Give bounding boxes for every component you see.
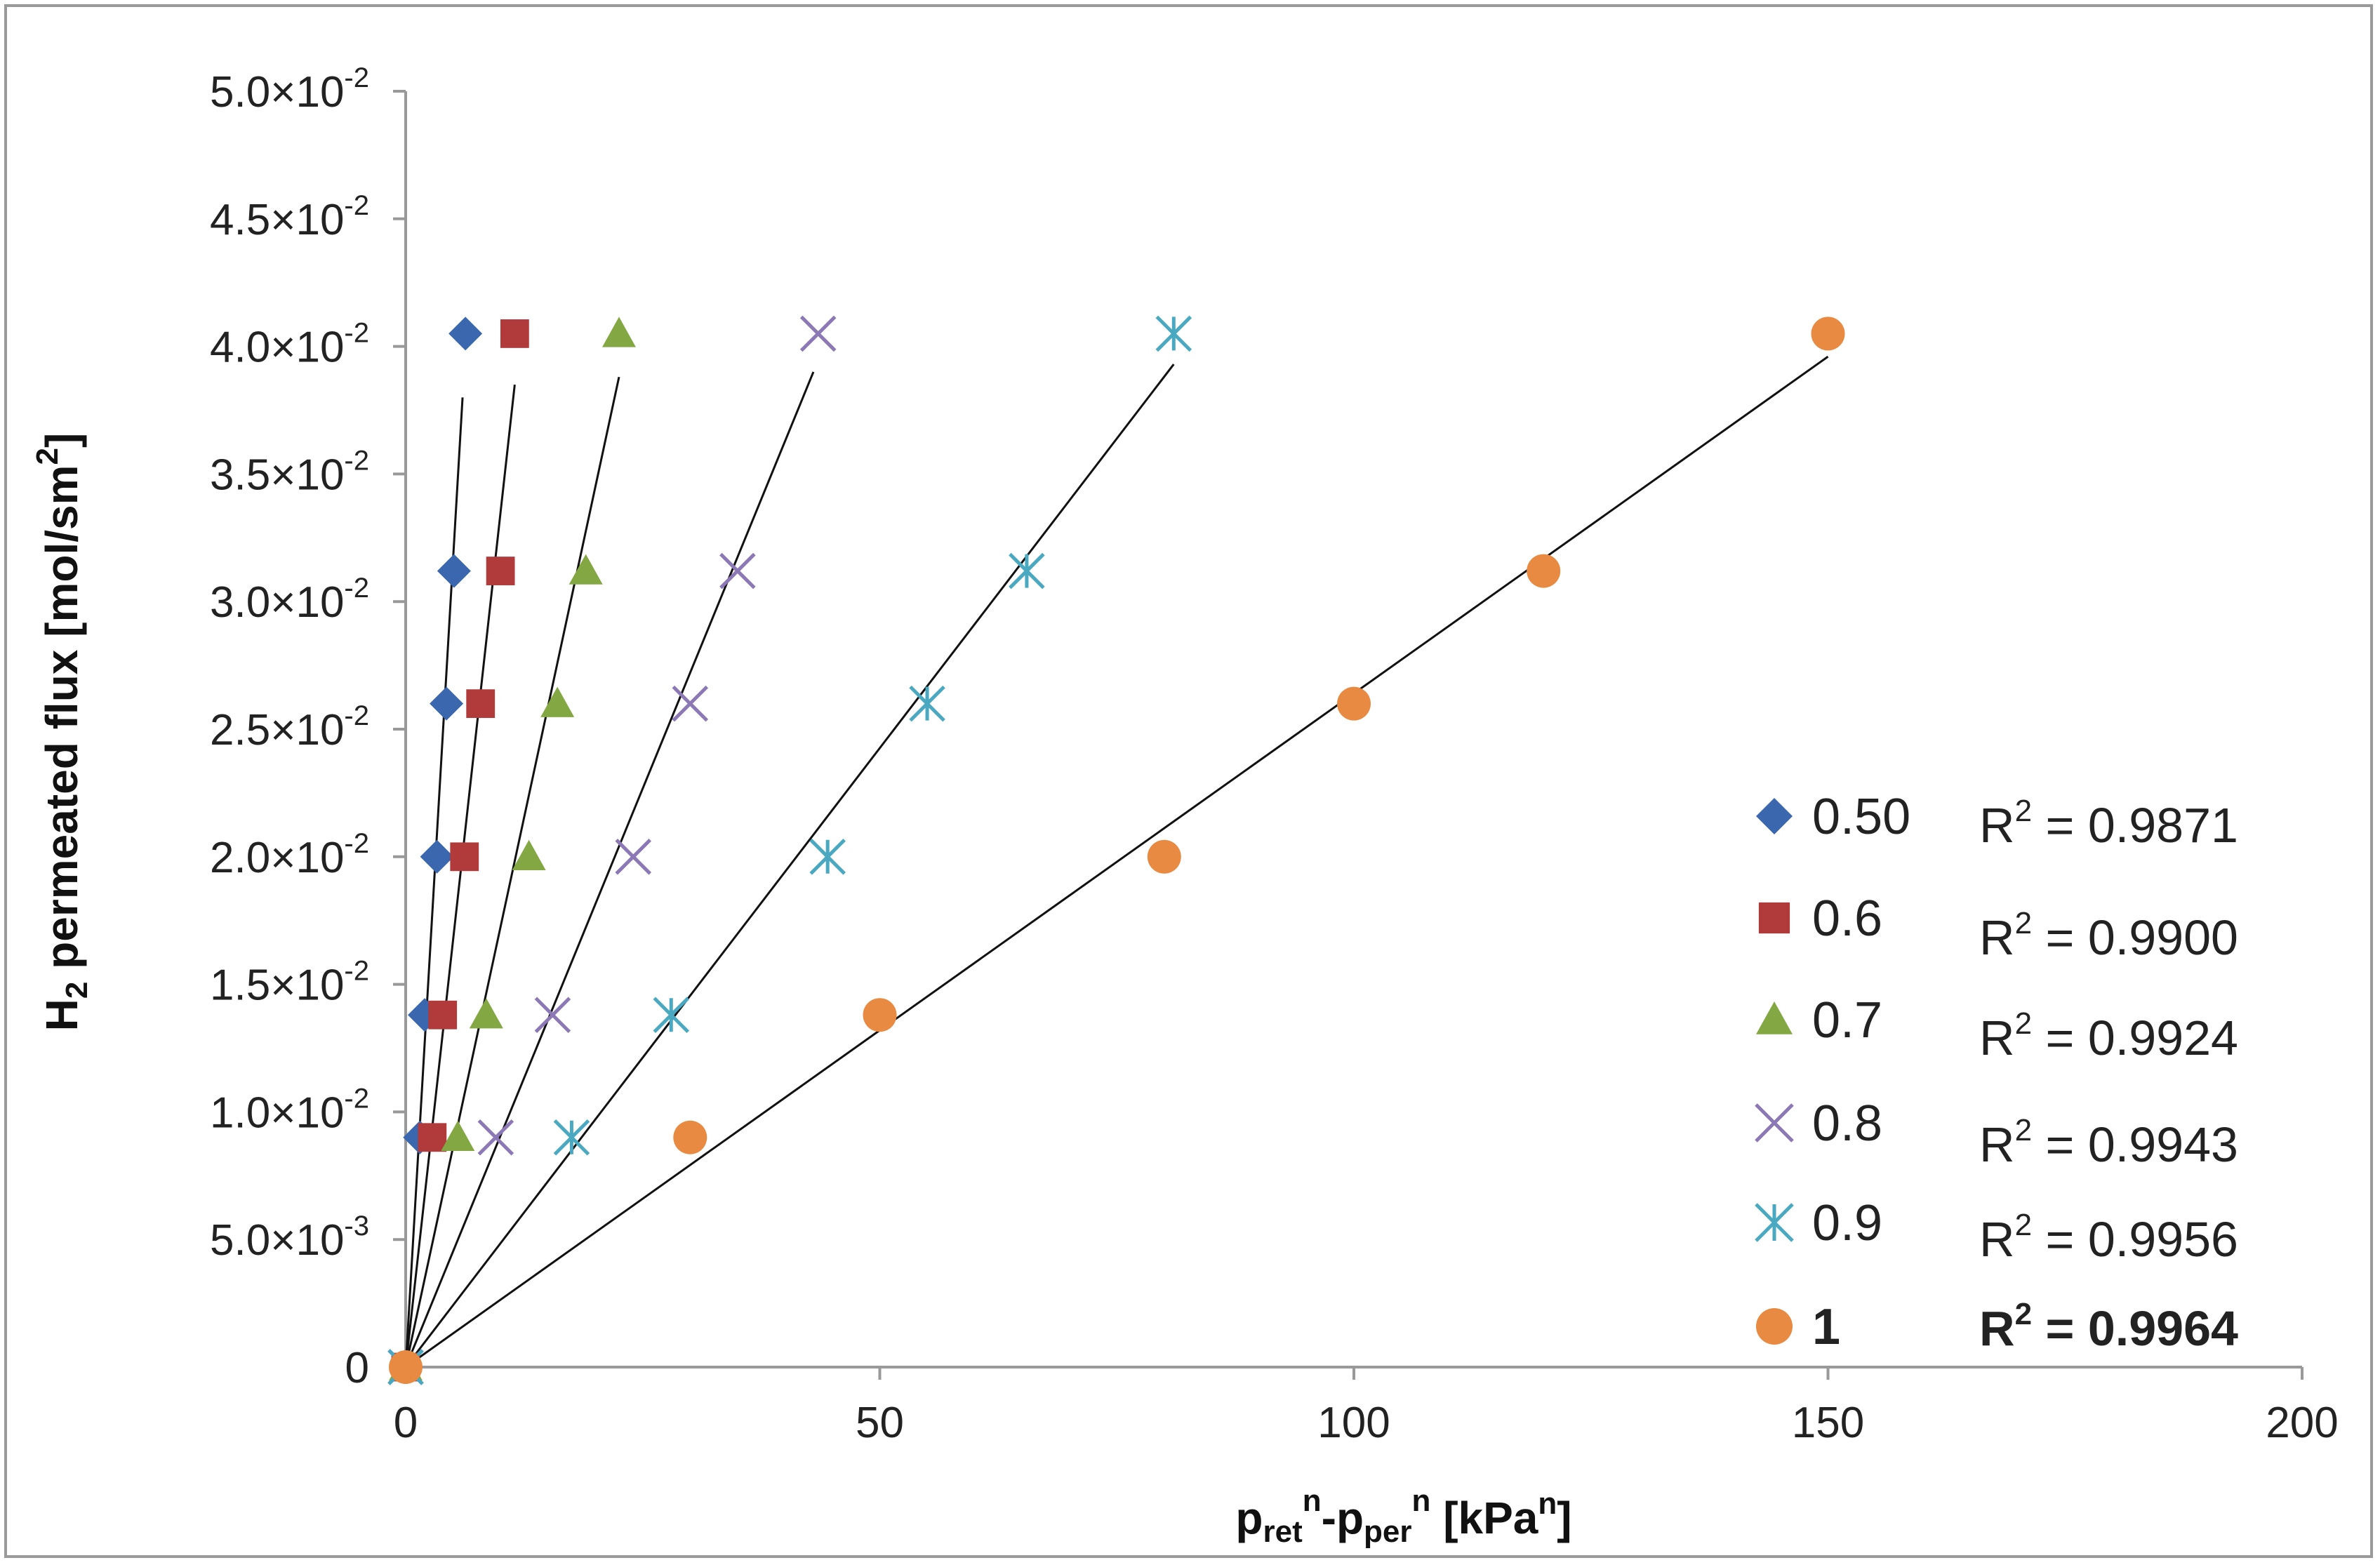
point-0.7 (540, 686, 575, 717)
point-0.8 (534, 997, 571, 1033)
point-0.9 (809, 839, 846, 875)
point-0.8 (799, 315, 837, 352)
point-0.50 (448, 317, 483, 351)
chart-frame (4, 4, 2373, 1558)
point-0.9 (553, 1119, 590, 1156)
legend-label-0.9: 0.9 (1812, 1195, 1882, 1251)
legend-label-0.7: 0.7 (1812, 992, 1882, 1048)
y-tick-label: 2.5×10-2 (210, 700, 369, 754)
legend-marker-1 (1756, 1308, 1793, 1345)
point-0.7 (601, 317, 636, 347)
y-tick-label: 2.0×10-2 (210, 828, 369, 882)
fit-line-0.6 (404, 384, 516, 1368)
axes (393, 90, 2303, 1380)
legend-marker-0.50 (1756, 798, 1793, 834)
point-0.8 (672, 685, 709, 722)
point-0.6 (450, 842, 479, 872)
y-tick-label: 1.0×10-2 (210, 1083, 369, 1137)
fit-line-0.9 (404, 364, 1175, 1368)
point-0.7 (512, 839, 546, 870)
tick-labels: 0 5.0×10-3 1.0×10-2 1.5×10-2 2.0×10-2 2.5×10-… (210, 62, 2339, 1447)
point-0.6 (500, 319, 529, 348)
x-axis-title: pretn-ppern [kPan] (1235, 1484, 1571, 1549)
point-0.9 (909, 685, 945, 722)
legend: 0.50 R2 = 0.9871 0.6 R2 = 0.9900 0.7 R2 = 0.9… (1755, 789, 2238, 1356)
r2-label-0.50: R2 = 0.9871 (1979, 794, 2238, 853)
legend-marker-0.7 (1756, 1001, 1793, 1034)
point-0.7 (469, 998, 503, 1029)
point-0.50 (430, 686, 464, 721)
r2-label-0.7: R2 = 0.9924 (1979, 1006, 2238, 1065)
legend-marker-0.6 (1758, 902, 1790, 934)
x-tick-label: 0 (394, 1399, 418, 1447)
legend-label-0.6: 0.6 (1812, 891, 1882, 947)
trendlines (404, 355, 1829, 1368)
y-tick-label: 1.5×10-2 (210, 956, 369, 1010)
point-0.6 (418, 1123, 447, 1152)
y-tick-label: 5.0×10-3 (210, 1211, 369, 1265)
x-tick-label: 100 (1317, 1399, 1390, 1447)
y-tick-label: 3.5×10-2 (210, 445, 369, 499)
fit-line-0.50 (404, 397, 464, 1368)
point-1 (1147, 839, 1181, 874)
legend-marker-0.8 (1755, 1103, 1794, 1143)
y-tick-label: 3.0×10-2 (210, 573, 369, 627)
y-axis-title: H2 permeated flux [mol/sm2] (30, 433, 94, 1032)
point-0.50 (420, 839, 454, 874)
point-0.7 (569, 554, 603, 585)
point-1 (389, 1350, 423, 1384)
point-0.9 (1009, 552, 1045, 590)
point-1 (673, 1120, 707, 1154)
point-0.6 (466, 689, 496, 719)
point-1 (1337, 686, 1371, 721)
fit-line-0.7 (404, 376, 620, 1368)
r2-label-1: R2 = 0.9964 (1979, 1297, 2238, 1356)
point-0.9 (653, 997, 690, 1033)
point-0.50 (437, 554, 471, 588)
point-1 (1527, 554, 1561, 588)
legend-marker-0.9 (1755, 1203, 1794, 1242)
x-tick-label: 50 (856, 1399, 904, 1447)
point-0.8 (719, 552, 756, 590)
point-0.7 (441, 1120, 475, 1151)
y-tick-label: 4.0×10-2 (210, 318, 369, 372)
legend-label-0.8: 0.8 (1812, 1096, 1882, 1152)
fit-line-0.8 (404, 371, 815, 1368)
x-tick-label: 200 (2266, 1399, 2338, 1447)
point-0.6 (486, 557, 515, 585)
r2-label-0.9: R2 = 0.9956 (1979, 1208, 2238, 1267)
y-tick-label: 4.5×10-2 (210, 190, 369, 244)
point-1 (863, 998, 897, 1032)
r2-label-0.8: R2 = 0.9943 (1979, 1113, 2238, 1172)
point-0.8 (477, 1119, 514, 1156)
point-0.8 (615, 839, 652, 875)
r2-label-0.6: R2 = 0.9900 (1979, 906, 2238, 965)
point-0.9 (1155, 315, 1192, 352)
point-1 (1811, 317, 1845, 351)
y-tick-label: 5.0×10-2 (210, 62, 369, 116)
x-tick-label: 150 (1792, 1399, 1864, 1447)
legend-label-1: 1 (1812, 1299, 1840, 1355)
point-0.6 (428, 1000, 458, 1030)
data-points (387, 315, 1845, 1385)
y-tick-label: 0 (345, 1344, 369, 1392)
legend-label-0.50: 0.50 (1812, 789, 1910, 845)
fit-line-1 (405, 355, 1829, 1368)
